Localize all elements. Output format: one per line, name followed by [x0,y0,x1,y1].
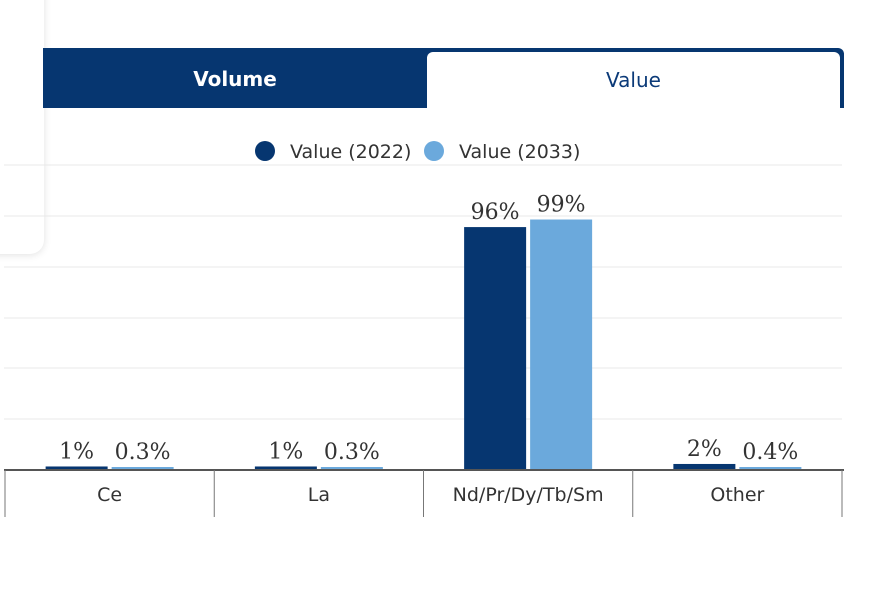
data-label-2033-1: 0.3% [324,440,380,465]
x-tick-label-1: La [308,484,330,506]
bar-2033-1[interactable] [320,467,383,469]
tab-value[interactable]: Value [427,52,840,108]
side-panel-card [0,0,44,254]
bar-2022-3[interactable] [673,463,736,469]
data-label-2022-0: 1% [59,439,94,464]
bar-2022-2[interactable] [464,227,527,469]
data-label-2033-2: 99% [537,193,586,218]
x-tick-label-3: Other [710,484,764,506]
legend-marker-1[interactable] [424,141,444,161]
data-label-2033-3: 0.4% [742,440,798,465]
tab-volume[interactable]: Volume [193,67,277,91]
data-label-2033-0: 0.3% [115,440,171,465]
legend-marker-0[interactable] [255,141,275,161]
bar-2022-1[interactable] [254,466,317,469]
legend-label-0[interactable]: Value (2022) [290,141,411,163]
tab-bar: Volume Value [43,48,844,108]
x-tick-label-2: Nd/Pr/Dy/Tb/Sm [453,484,604,506]
bar-2022-0[interactable] [45,466,108,469]
bar-2033-3[interactable] [739,467,802,469]
x-tick-label-0: Ce [97,484,122,506]
legend-label-1[interactable]: Value (2033) [459,141,580,163]
data-label-2022-2: 96% [471,200,520,225]
data-label-2022-1: 1% [268,439,303,464]
bar-2033-0[interactable] [111,467,174,469]
bar-2033-2[interactable] [530,219,593,469]
data-label-2022-3: 2% [687,437,722,462]
